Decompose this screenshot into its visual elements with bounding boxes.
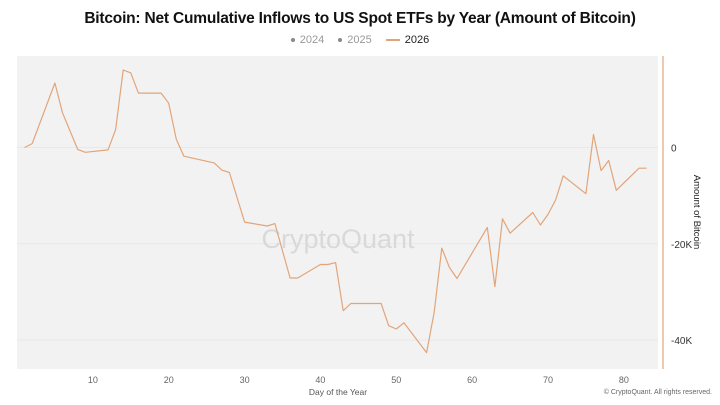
x-tick-label: 60 (467, 375, 477, 385)
legend-item-2025[interactable]: 2025 (338, 34, 372, 46)
watermark: CryptoQuant (261, 224, 415, 254)
x-tick-label: 20 (164, 375, 174, 385)
y-tick-label: -40K (671, 336, 692, 347)
y-tick-label: -20K (671, 240, 692, 251)
x-tick-label: 80 (619, 375, 629, 385)
legend-item-2024[interactable]: 2024 (290, 34, 325, 46)
x-tick-label: 50 (391, 375, 401, 385)
legend-dot-icon (290, 38, 295, 42)
copyright: © CryptoQuant. All rights reserved. (603, 389, 712, 396)
plot-background (17, 56, 658, 369)
legend-label: 2025 (347, 34, 372, 46)
x-tick-label: 10 (88, 375, 98, 385)
y-axis-label: Amount of Bitcoin (691, 175, 702, 249)
x-tick-label: 70 (543, 375, 553, 385)
legend-item-2026[interactable]: 2026 (385, 34, 430, 46)
y-tick-label: 0 (671, 143, 677, 154)
x-axis-label: Day of the Year (309, 387, 367, 397)
x-tick-label: 30 (240, 375, 250, 385)
legend-label: 2024 (299, 34, 325, 46)
chart-title: Bitcoin: Net Cumulative Inflows to US Sp… (84, 10, 636, 27)
legend-label: 2026 (404, 34, 430, 46)
x-tick-label: 40 (315, 375, 325, 385)
legend-line-icon (385, 39, 400, 41)
legend: 2024 2025 2026 (0, 34, 720, 46)
legend-dot-icon (338, 38, 343, 42)
